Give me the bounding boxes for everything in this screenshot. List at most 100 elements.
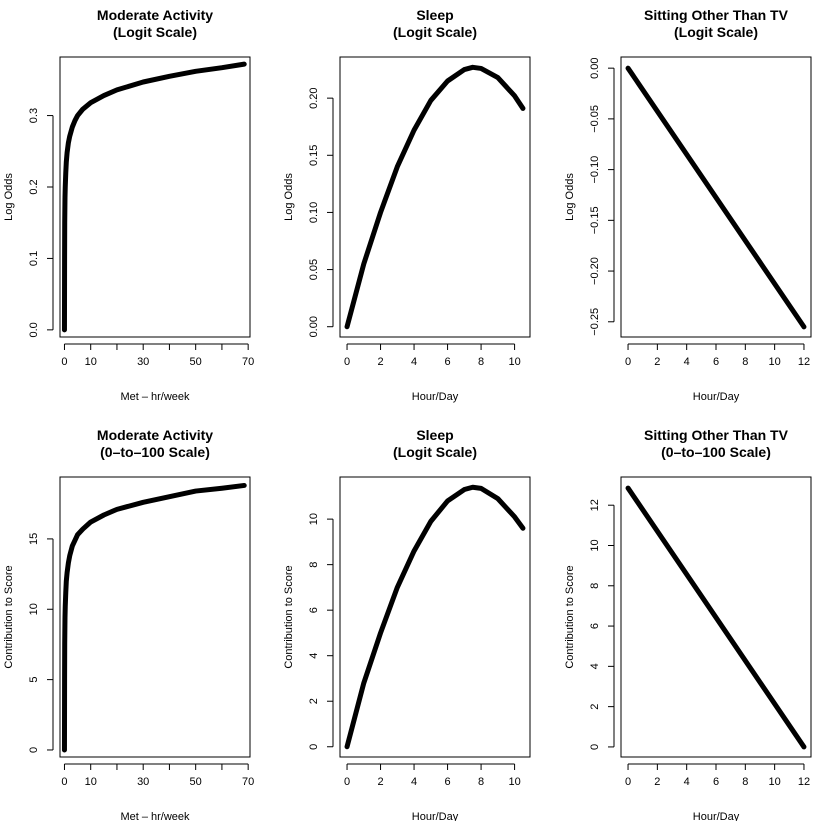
y-tick-label: 0.20: [308, 87, 320, 108]
x-tick-label: 2: [377, 356, 383, 368]
y-tick-label: 8: [589, 583, 601, 589]
y-tick-label: 0.00: [308, 316, 320, 337]
x-tick-label: 70: [242, 356, 254, 368]
y-tick-label: 8: [308, 562, 320, 568]
x-axis-label: Hour/Day: [693, 391, 740, 403]
x-tick-label: 4: [411, 356, 417, 368]
plot-frame: [59, 476, 251, 758]
y-axis-label: Log Odds: [283, 173, 295, 221]
x-tick-label: 8: [742, 356, 748, 368]
series-line: [61, 482, 247, 753]
y-tick-label: 0.2: [28, 179, 40, 194]
panel-subtitle: (0–to–100 Scale): [661, 444, 771, 460]
panel-title: Sleep: [416, 427, 453, 443]
y-tick-label: 2: [308, 698, 320, 704]
plot-frame: [59, 56, 251, 338]
y-tick-label: 0: [308, 744, 320, 750]
y-tick-label: 0: [589, 744, 601, 750]
x-tick-label: 0: [61, 356, 67, 368]
panel-title: Sleep: [416, 7, 453, 23]
panel-subtitle: (Logit Scale): [113, 24, 197, 40]
x-axis-label: Hour/Day: [412, 391, 459, 403]
y-axis-label: Contribution to Score: [283, 565, 295, 668]
y-tick-label: 6: [589, 623, 601, 629]
y-tick-label: −0.10: [589, 156, 601, 184]
x-tick-label: 0: [61, 776, 67, 788]
panel-4: Moderate Activity(0–to–100 Scale)0 10 30 50…: [3, 427, 254, 821]
y-tick-label: 10: [308, 513, 320, 525]
y-axis-label: Contribution to Score: [564, 565, 576, 668]
x-axis-label: Hour/Day: [693, 811, 740, 821]
x-tick-label: 12: [798, 356, 810, 368]
x-tick-label: 30: [137, 356, 149, 368]
panel-subtitle: (Logit Scale): [393, 24, 477, 40]
x-tick-label: 6: [445, 776, 451, 788]
y-tick-label: 0: [28, 747, 40, 753]
y-axis-label: Contribution to Score: [3, 565, 15, 668]
panel-3: Sitting Other Than TV(Logit Scale) 0 2 4 6 8 1…: [564, 7, 812, 403]
plot-frame: [620, 476, 812, 758]
x-tick-label: 10: [85, 356, 97, 368]
panel-6: Sitting Other Than TV(0–to–100 Scale) 0 2 4…: [564, 427, 812, 821]
x-tick-label: 0: [344, 776, 350, 788]
panel-2: Sleep(Logit Scale) 0 2 4 6 8 10 Hour/Day 0.00 0.0…: [283, 7, 531, 403]
y-tick-label: 0.0: [28, 322, 40, 337]
y-tick-label: 6: [308, 607, 320, 613]
x-tick-label: 8: [478, 356, 484, 368]
y-tick-label: −0.25: [589, 308, 601, 336]
x-axis-label: Met – hr/week: [120, 811, 190, 821]
x-tick-label: 0: [625, 776, 631, 788]
x-tick-label: 50: [190, 776, 202, 788]
y-tick-label: 0.10: [308, 202, 320, 223]
y-tick-label: 0.3: [28, 108, 40, 123]
panel-title: Moderate Activity: [97, 7, 213, 23]
y-axis-label: Log Odds: [564, 173, 576, 221]
panel-1: Moderate Activity(Logit Scale) 0 10 30 50 70 M…: [3, 7, 254, 403]
series-line: [625, 485, 807, 750]
plot-frame: [339, 476, 531, 758]
y-tick-label: −0.05: [589, 105, 601, 133]
y-tick-label: 5: [28, 677, 40, 683]
x-tick-label: 10: [508, 776, 520, 788]
x-tick-label: 8: [742, 776, 748, 788]
x-tick-label: 30: [137, 776, 149, 788]
panel-title: Moderate Activity: [97, 427, 213, 443]
y-tick-label: 0.1: [28, 251, 40, 266]
series-line: [625, 65, 807, 330]
x-tick-label: 6: [713, 776, 719, 788]
y-axis-label: Log Odds: [3, 173, 15, 221]
x-axis-label: Hour/Day: [412, 811, 459, 821]
y-tick-label: 15: [28, 533, 40, 545]
series-line: [61, 61, 247, 333]
y-tick-label: 4: [589, 663, 601, 669]
y-tick-label: 0.05: [308, 259, 320, 280]
panel-subtitle: (Logit Scale): [393, 444, 477, 460]
x-axis-label: Met – hr/week: [120, 391, 190, 403]
panel-title: Sitting Other Than TV: [644, 427, 789, 443]
x-tick-label: 6: [445, 356, 451, 368]
x-tick-label: 6: [713, 356, 719, 368]
x-tick-label: 4: [411, 776, 417, 788]
x-tick-label: 10: [769, 776, 781, 788]
y-tick-label: 12: [589, 499, 601, 511]
y-tick-label: −0.20: [589, 257, 601, 285]
x-tick-label: 12: [798, 776, 810, 788]
x-tick-label: 4: [684, 776, 690, 788]
x-tick-label: 0: [625, 356, 631, 368]
plot-frame: [339, 56, 531, 338]
y-tick-label: 10: [589, 539, 601, 551]
x-tick-label: 0: [344, 356, 350, 368]
panel-title: Sitting Other Than TV: [644, 7, 789, 23]
x-tick-label: 10: [769, 356, 781, 368]
panel-5: Sleep(Logit Scale) 0 2 4 6 8 10 Hour/Day 0 2 4 6 8 10…: [283, 427, 531, 821]
y-tick-label: 2: [589, 704, 601, 710]
x-tick-label: 2: [654, 776, 660, 788]
y-tick-label: −0.15: [589, 206, 601, 234]
panel-subtitle: (Logit Scale): [674, 24, 758, 40]
x-tick-label: 8: [478, 776, 484, 788]
y-tick-label: 0.00: [589, 57, 601, 78]
x-tick-label: 10: [85, 776, 97, 788]
x-tick-label: 4: [684, 356, 690, 368]
y-tick-label: 10: [28, 603, 40, 615]
